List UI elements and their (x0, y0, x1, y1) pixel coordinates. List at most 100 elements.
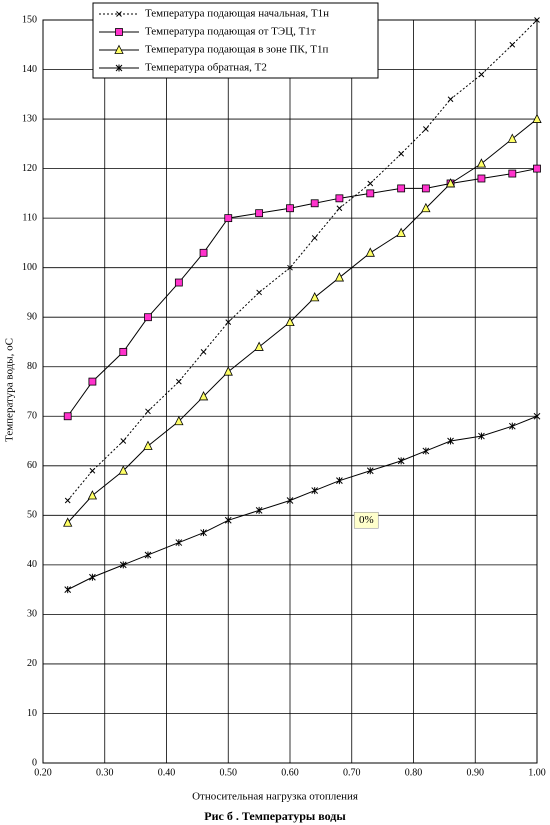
y-tick-label: 80 (27, 361, 37, 372)
marker (88, 377, 97, 386)
series-line (67, 415, 538, 591)
x-tick-label: 1.00 (528, 767, 546, 778)
marker (64, 586, 72, 594)
marker (119, 347, 128, 356)
x-tick-label: 0.20 (34, 767, 52, 778)
y-tick-label: 110 (22, 212, 37, 223)
y-tick-label: 30 (27, 609, 37, 620)
legend-label: Температура подающая от ТЭЦ, Т1т (145, 26, 316, 38)
marker (366, 189, 375, 198)
marker (225, 319, 232, 326)
marker (534, 17, 540, 23)
legend-label: Температура обратная, Т2 (145, 62, 267, 74)
marker (365, 247, 375, 257)
marker (507, 133, 517, 143)
marker (366, 467, 374, 475)
x-tick-label: 0.90 (467, 767, 485, 778)
series-line (67, 118, 538, 524)
marker (255, 506, 263, 514)
marker (63, 517, 73, 527)
marker (396, 227, 406, 237)
marker (447, 437, 454, 445)
marker (175, 378, 182, 385)
marker (421, 184, 430, 193)
y-axis-label: Температура воды, оС (4, 338, 16, 442)
marker (336, 477, 343, 485)
marker (115, 64, 123, 72)
marker (285, 316, 295, 327)
series-line (67, 19, 538, 501)
marker (63, 412, 72, 421)
y-tick-label: 90 (27, 311, 37, 322)
x-tick-label: 0.50 (220, 767, 238, 778)
y-tick-label: 120 (22, 163, 37, 174)
marker (143, 440, 153, 450)
marker (114, 44, 124, 54)
chart-title: Рис б . Температуры воды (204, 809, 346, 823)
marker (422, 126, 429, 132)
marker (118, 465, 128, 475)
marker (174, 415, 184, 426)
marker (476, 158, 487, 168)
marker (255, 209, 264, 218)
marker (200, 529, 207, 537)
x-tick-label: 0.60 (281, 767, 299, 778)
marker (256, 289, 262, 296)
marker (336, 205, 343, 212)
legend-box (92, 2, 379, 79)
marker (421, 202, 431, 213)
x-axis-label: Относительная нагрузка отопления (192, 791, 358, 803)
marker (311, 487, 319, 495)
marker (89, 573, 96, 581)
marker (254, 341, 264, 351)
marker (508, 422, 516, 430)
marker (89, 467, 96, 474)
marker (145, 408, 151, 415)
annotation: 0% (359, 514, 374, 526)
marker (334, 272, 345, 282)
marker (199, 248, 208, 257)
y-tick-label: 40 (27, 559, 37, 570)
marker (533, 164, 541, 173)
annotation-box (353, 511, 379, 529)
marker (445, 178, 456, 188)
marker (174, 278, 183, 287)
y-tick-label: 70 (27, 411, 37, 422)
marker (478, 432, 485, 440)
y-tick-label: 10 (27, 708, 37, 719)
marker (477, 174, 486, 183)
marker (120, 438, 127, 444)
marker (200, 349, 207, 355)
marker (144, 313, 152, 322)
marker (447, 96, 454, 103)
marker (310, 291, 320, 302)
marker (198, 391, 209, 401)
marker (335, 194, 344, 203)
marker (115, 28, 123, 36)
y-tick-label: 60 (27, 460, 37, 471)
series-line (67, 168, 538, 417)
marker (509, 41, 516, 48)
marker (398, 150, 405, 157)
marker (310, 199, 319, 208)
marker (224, 516, 232, 524)
marker (224, 214, 233, 223)
marker (175, 539, 183, 547)
y-tick-label: 140 (22, 64, 37, 75)
y-tick-label: 20 (27, 658, 37, 669)
x-tick-label: 0.40 (158, 767, 176, 778)
marker (64, 497, 71, 504)
marker (508, 169, 517, 178)
marker (223, 366, 233, 376)
x-tick-label: 0.30 (96, 767, 114, 778)
y-tick-label: 0 (32, 757, 37, 768)
legend-label: Температура подающая начальная, Т1н (145, 8, 329, 20)
y-tick-label: 50 (27, 510, 37, 521)
marker (532, 113, 542, 123)
marker (397, 457, 405, 465)
marker (119, 561, 127, 569)
marker (286, 204, 294, 213)
y-tick-label: 100 (22, 262, 37, 273)
legend-label: Температура подающая в зоне ПК, Т1п (145, 44, 328, 56)
